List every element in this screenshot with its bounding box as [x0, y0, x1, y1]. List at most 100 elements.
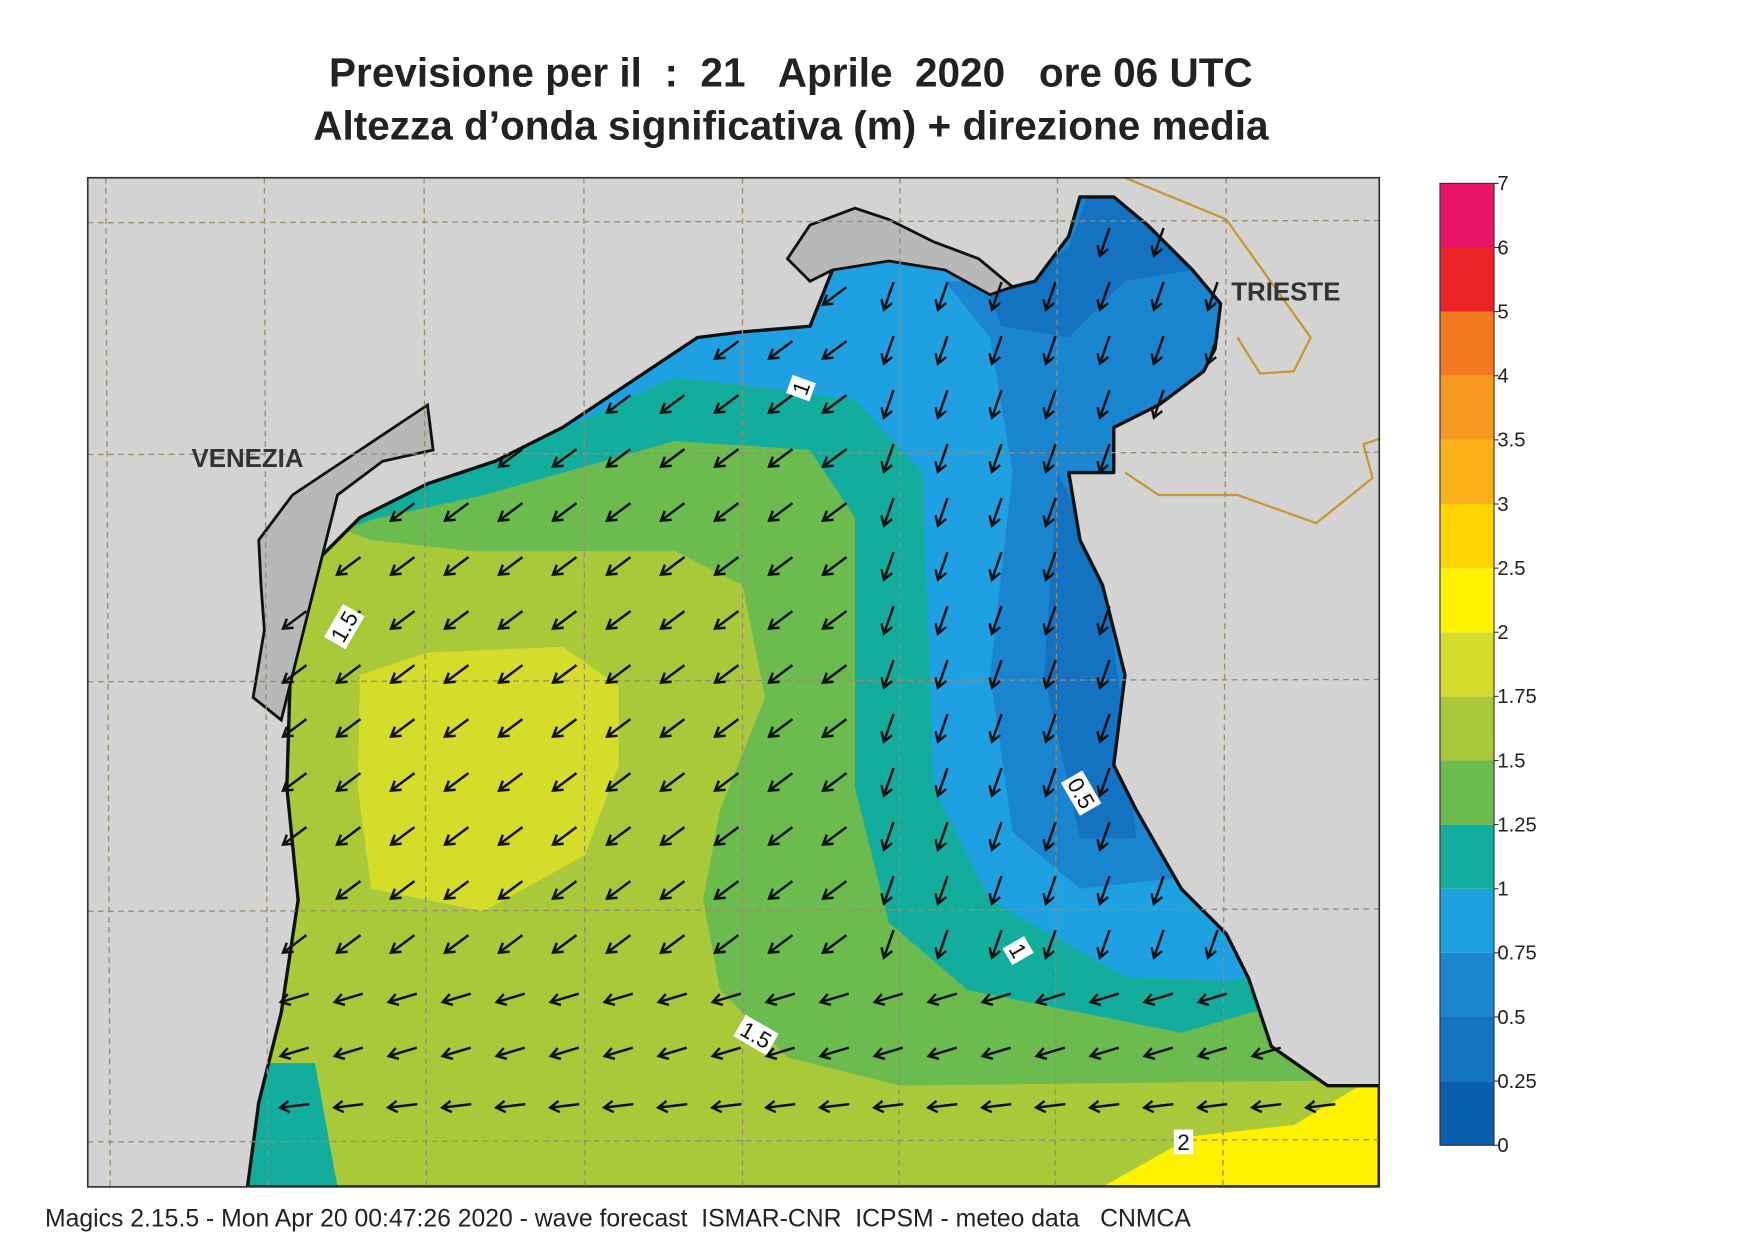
colorbar-label: 2.5 — [1497, 558, 1525, 580]
arrow — [659, 826, 686, 847]
arrow — [659, 880, 686, 901]
arrow — [1088, 992, 1120, 1007]
arrow — [601, 1099, 634, 1114]
contour-label-group: 2 — [1173, 1129, 1194, 1155]
arrow — [821, 664, 848, 685]
arrow — [934, 389, 949, 420]
contour-label-bg — [1173, 1129, 1194, 1155]
arrow — [659, 934, 686, 955]
arrow — [335, 718, 362, 739]
arrow — [1303, 1099, 1336, 1114]
arrow — [767, 664, 794, 685]
arrow — [1249, 1099, 1282, 1114]
arrow — [1096, 227, 1111, 258]
arrow — [880, 389, 895, 420]
arrow — [880, 929, 895, 960]
arrow — [335, 880, 362, 901]
arrow — [605, 556, 632, 577]
arrow — [605, 772, 632, 793]
arrow — [443, 826, 470, 847]
arrow — [1150, 389, 1165, 420]
arrow — [821, 826, 848, 847]
arrow — [551, 826, 578, 847]
arrow — [443, 610, 470, 631]
arrow — [934, 605, 949, 636]
colorbar-label: 1.25 — [1497, 814, 1536, 836]
arrow — [1096, 605, 1111, 636]
arrow — [605, 502, 632, 523]
arrow — [988, 281, 1003, 312]
arrow — [335, 772, 362, 793]
arrow — [988, 497, 1003, 528]
arrow — [1150, 227, 1165, 258]
arrow — [281, 610, 308, 631]
arrow — [926, 992, 958, 1007]
map-group: Previsione per il : 21 Aprile 2020 ore 0… — [45, 50, 1537, 1233]
arrow — [497, 610, 524, 631]
arrow — [821, 394, 848, 415]
arrow — [1087, 1099, 1120, 1114]
arrow — [443, 934, 470, 955]
arrow — [821, 880, 848, 901]
arrow — [767, 502, 794, 523]
arrow — [389, 664, 416, 685]
arrow — [497, 934, 524, 955]
arrow — [1042, 821, 1057, 852]
arrow — [934, 497, 949, 528]
colorbar-segment — [1440, 696, 1494, 761]
arrow — [440, 1046, 472, 1061]
arrow — [988, 389, 1003, 420]
colorbar-segment — [1440, 375, 1494, 440]
colorbar-segment — [1440, 888, 1494, 953]
arrow — [817, 1099, 850, 1114]
colorbar-label: 0.5 — [1497, 1007, 1525, 1029]
arrow — [821, 556, 848, 577]
arrow — [655, 1099, 688, 1114]
arrow — [767, 718, 794, 739]
arrow — [713, 502, 740, 523]
arrow — [988, 929, 1003, 960]
arrow — [763, 1099, 796, 1114]
arrow — [713, 394, 740, 415]
arrow — [767, 934, 794, 955]
arrow — [551, 934, 578, 955]
colorbar-segment — [1440, 568, 1494, 633]
arrow — [1096, 389, 1111, 420]
colorbar-label: 6 — [1497, 237, 1508, 259]
arrow — [821, 718, 848, 739]
arrow — [1142, 992, 1174, 1007]
arrow — [821, 502, 848, 523]
arrow — [1034, 1046, 1066, 1061]
arrow — [934, 767, 949, 798]
arrow — [605, 880, 632, 901]
arrow — [767, 610, 794, 631]
arrow — [281, 664, 308, 685]
arrow — [1096, 875, 1111, 906]
arrow — [497, 880, 524, 901]
arrow — [821, 610, 848, 631]
arrow — [934, 713, 949, 744]
colorbar-segment — [1440, 632, 1494, 697]
arrow — [880, 443, 895, 474]
border — [1124, 437, 1380, 525]
footer: Magics 2.15.5 - Mon Apr 20 00:47:26 2020… — [45, 1205, 1191, 1232]
arrow — [386, 992, 418, 1007]
coastline — [245, 195, 1380, 1187]
colorbar-label: 4 — [1497, 366, 1508, 388]
arrow — [494, 1046, 526, 1061]
arrow — [713, 556, 740, 577]
colorbar-label: 0 — [1497, 1135, 1508, 1157]
arrow — [335, 826, 362, 847]
arrow — [713, 934, 740, 955]
arrow — [551, 880, 578, 901]
arrow — [277, 1099, 310, 1114]
arrow — [1096, 821, 1111, 852]
colorbar-segment — [1440, 952, 1494, 1017]
arrow — [767, 556, 794, 577]
arrow — [934, 875, 949, 906]
arrow — [880, 659, 895, 690]
colorbar-label: 1.75 — [1497, 686, 1536, 708]
arrow — [872, 992, 904, 1007]
arrow — [497, 664, 524, 685]
contour-label-bg — [1060, 770, 1102, 816]
